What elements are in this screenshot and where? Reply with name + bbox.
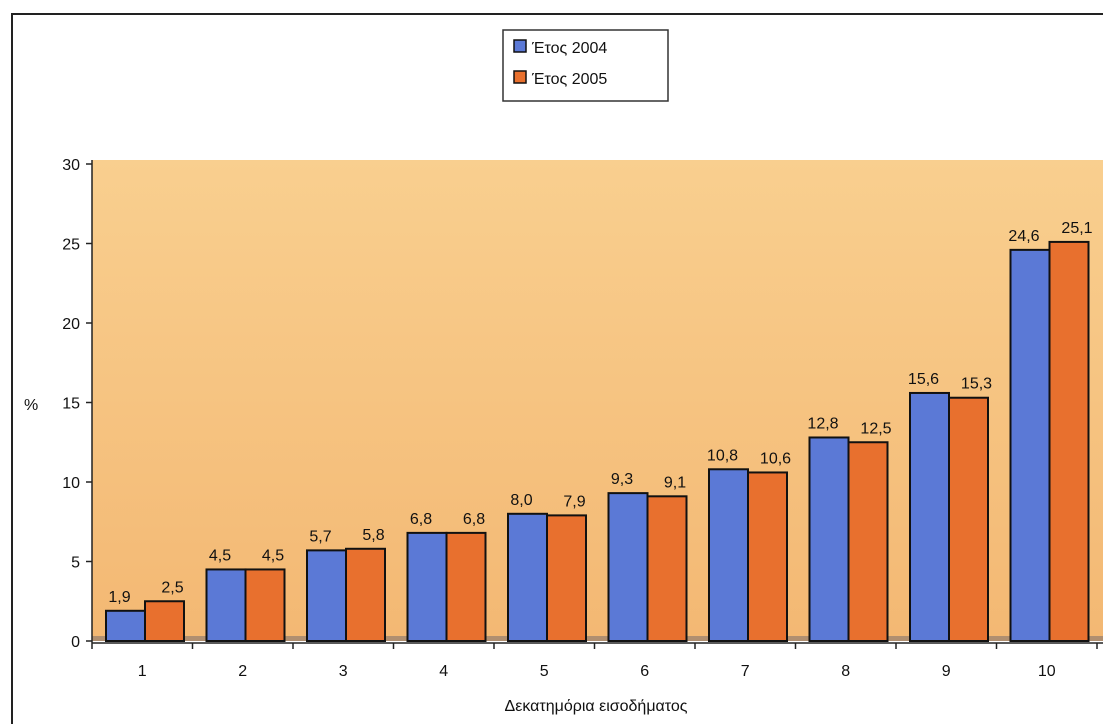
x-tick-label: 5	[540, 663, 549, 680]
bar-2005-decile-10	[1048, 240, 1090, 642]
bar-2004-decile-3	[306, 549, 347, 642]
y-tick-label: 25	[62, 237, 80, 254]
value-labels: 1,9 2,5 4,5 4,5 5,7 5,8 6,8 6,8 8,0 7,9 9,3 9,1 10,8…	[108, 220, 1092, 606]
bar-2005-decile-1	[144, 600, 185, 642]
bar-2005-decile-4	[445, 531, 487, 643]
data-label-2005-decile-10: 25,1	[1061, 220, 1092, 237]
x-tick-label: 3	[339, 663, 348, 680]
x-tick-label: 7	[741, 663, 750, 680]
y-tick-label: 0	[71, 634, 80, 651]
data-label-2005-decile-4: 6,8	[463, 511, 485, 528]
data-label-2004-decile-7: 10,8	[707, 447, 738, 464]
y-tick-label: 30	[62, 157, 80, 174]
x-tick-label: 4	[439, 663, 448, 680]
x-ticks: 1 2 3 4 5 6 7 8 9 10	[91, 643, 1098, 680]
y-axis-label: %	[24, 397, 38, 414]
data-label-2004-decile-3: 5,7	[309, 528, 331, 545]
y-tick-label: 10	[62, 475, 80, 492]
data-label-2004-decile-6: 9,3	[611, 471, 633, 488]
x-tick-label: 8	[841, 663, 850, 680]
legend-label-2004: Έτος 2004	[531, 40, 607, 57]
x-tick-label: 9	[942, 663, 951, 680]
data-label-2004-decile-10: 24,6	[1008, 228, 1039, 245]
data-label-2004-decile-4: 6,8	[410, 511, 432, 528]
data-label-2004-decile-2: 4,5	[209, 547, 231, 564]
data-label-2005-decile-8: 12,5	[860, 420, 891, 437]
bar-2005-decile-6	[646, 495, 688, 642]
data-label-2005-decile-5: 7,9	[563, 493, 585, 510]
bar-2005-decile-2	[244, 568, 286, 643]
data-label-2005-decile-9: 15,3	[961, 376, 992, 393]
data-label-2004-decile-5: 8,0	[510, 492, 532, 509]
x-tick-label: 10	[1038, 663, 1056, 680]
bar-2004-decile-2	[205, 568, 247, 643]
x-tick-label: 1	[138, 663, 147, 680]
data-label-2005-decile-7: 10,6	[760, 450, 791, 467]
data-label-2005-decile-2: 4,5	[262, 547, 284, 564]
legend: Έτος 2004 Έτος 2005	[502, 29, 669, 102]
bar-2005-decile-9	[948, 396, 989, 643]
data-label-2004-decile-8: 12,8	[807, 415, 838, 432]
bar-2004-decile-9	[909, 391, 950, 642]
bar-2005-decile-5	[546, 514, 587, 643]
x-tick-label: 6	[640, 663, 649, 680]
data-label-2005-decile-1: 2,5	[161, 579, 183, 596]
bar-2004-decile-5	[507, 512, 548, 642]
plot-floor	[92, 636, 1103, 641]
bar-2004-decile-10	[1009, 248, 1051, 643]
data-label-2004-decile-1: 1,9	[108, 589, 130, 606]
legend-label-2005: Έτος 2005	[531, 71, 607, 88]
bar-2004-decile-4	[406, 531, 448, 643]
bar-2005-decile-8	[847, 441, 889, 642]
bars	[105, 240, 1090, 643]
y-tick-label: 15	[62, 396, 80, 413]
legend-swatch-2004	[513, 39, 527, 53]
data-label-2004-decile-9: 15,6	[908, 371, 939, 388]
x-axis-label: Δεκατημόρια εισοδήματος	[505, 698, 688, 715]
data-label-2005-decile-3: 5,8	[362, 527, 384, 544]
y-tick-label: 5	[71, 555, 80, 572]
bar-2004-decile-7	[708, 468, 749, 642]
bar-2005-decile-7	[747, 471, 788, 642]
bar-2004-decile-6	[607, 492, 649, 642]
y-tick-label: 20	[62, 316, 80, 333]
legend-swatch-2005	[513, 70, 527, 84]
x-tick-label: 2	[238, 663, 247, 680]
legend-box	[502, 29, 669, 102]
bar-2004-decile-1	[105, 609, 146, 642]
data-label-2005-decile-6: 9,1	[664, 474, 686, 491]
bar-2004-decile-8	[808, 436, 850, 643]
y-ticks: 0 5 10 15 20 25 30	[62, 157, 92, 651]
bar-2005-decile-3	[345, 547, 386, 643]
